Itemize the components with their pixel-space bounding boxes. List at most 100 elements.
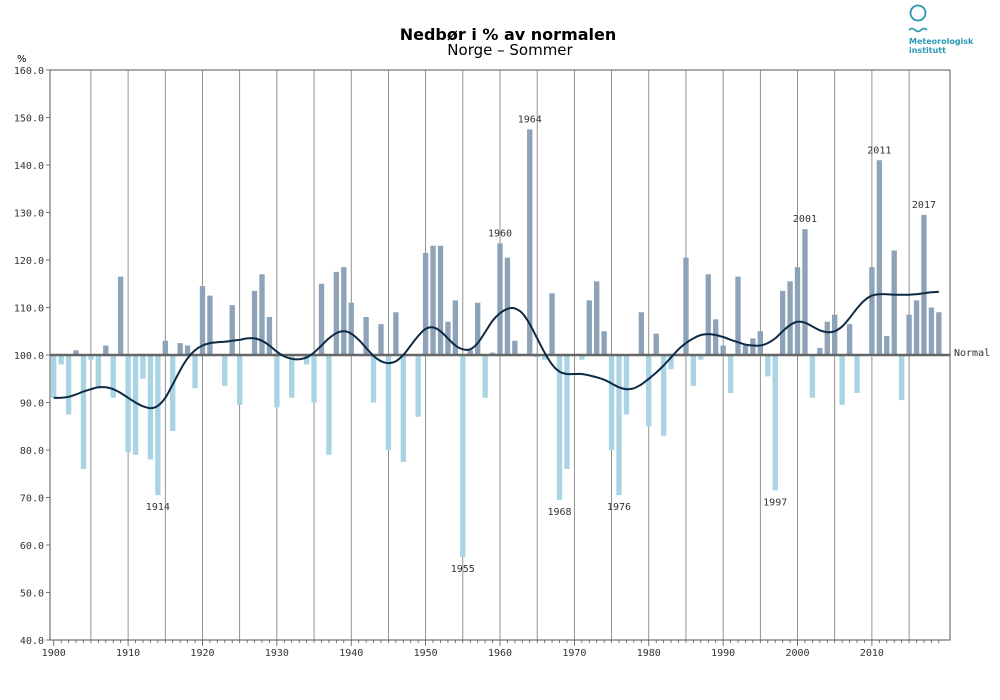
y-tick-label: 70.0 [20,494,44,505]
bar-1983 [668,355,674,370]
bar-1916 [170,355,176,431]
bar-2018 [928,307,935,355]
bar-1901 [58,355,64,365]
trend-line [53,290,939,410]
y-tick-label: 50.0 [20,589,44,600]
bar-1995 [757,331,764,355]
bar-1966 [541,355,548,360]
x-tick-label: 1960 [488,648,512,659]
bar-1945 [385,355,392,450]
bar-1930 [274,355,280,408]
y-tick-label: 160.0 [14,66,44,77]
bar-2007 [846,324,853,355]
bar-1946 [393,312,399,355]
bar-1956 [467,350,473,355]
bar-1950 [422,252,429,355]
y-axis-ticks: 40.0 50.0 60.0 70.0 80.0 90.0 100.0 110.0 120.0 1… [14,66,50,647]
bar-1912 [140,355,146,379]
bar-1939 [341,267,347,355]
bar-1938 [333,271,340,355]
logo-wave-icon [908,27,928,33]
chart-subtitle: Norge – Sommer [447,41,573,59]
bar-1942 [363,317,369,355]
bar-1905 [88,355,94,360]
x-tick-label: 1930 [265,648,289,659]
bar-1991 [727,355,734,393]
logo-circle-icon [909,4,927,22]
bar-1988 [705,274,711,355]
met-logo: Meteorologisk institutt [908,4,974,55]
bar-1907 [103,345,109,355]
bar-1951 [430,245,436,355]
y-tick-label: 110.0 [14,304,44,315]
bar-1975 [608,355,615,450]
bar-2014 [898,355,905,401]
bar-1943 [370,355,377,403]
bar-1972 [586,300,592,355]
x-tick-label: 1900 [42,648,66,659]
bar-1973 [594,281,600,355]
bar-1967 [549,293,555,355]
bar-1992 [735,276,741,355]
y-tick-label: 90.0 [20,399,44,410]
bar-1919 [192,355,198,389]
bar-1917 [177,343,183,355]
x-tick-label: 1950 [414,648,438,659]
annotation-2017: 2017 [912,200,936,211]
bar-1996 [765,355,771,377]
bar-1947 [400,355,406,462]
x-tick-label: 1940 [339,648,363,659]
annotation-1914: 1914 [146,502,170,513]
bar-2001 [802,229,808,355]
bar-2017 [921,214,927,355]
annotation-1960: 1960 [488,228,512,239]
bar-1900 [51,355,57,398]
y-tick-label: 130.0 [14,209,44,220]
y-tick-label: 120.0 [14,256,44,267]
x-tick-label: 1910 [116,648,140,659]
bar-1979 [638,312,644,355]
bar-1997 [772,355,778,491]
bar-1985 [683,257,689,355]
bar-2002 [809,355,816,398]
y-tick-label: 100.0 [14,351,44,362]
logo-line2: institutt [909,46,946,55]
bar-2015 [906,314,912,355]
bar-1915 [162,340,168,355]
annotation-1976: 1976 [607,502,631,513]
bar-2013 [891,250,897,355]
x-axis-ticks: 1900 1910 1920 1930 1940 1950 1960 1970 1980 1990… [42,640,940,659]
bar-1911 [132,355,139,455]
bar-2010 [869,267,875,355]
annotation-1955: 1955 [451,564,475,575]
bar-1976 [616,355,622,496]
bar-1928 [259,274,265,355]
x-tick-label: 1920 [190,648,214,659]
normal-label: Normal [954,348,990,359]
bar-1936 [318,283,325,355]
bar-1964 [527,129,533,355]
bar-1989 [713,319,719,355]
bar-1998 [779,290,786,355]
bar-1940 [348,302,354,355]
bar-1903 [73,350,79,355]
bar-series [51,129,942,557]
annotation-1964: 1964 [518,114,542,125]
bar-1968 [556,355,563,500]
bar-1982 [660,355,667,436]
bar-1944 [378,324,384,355]
bar-2011 [876,160,883,355]
bar-1918 [184,345,191,355]
bar-1986 [690,355,697,386]
bar-2012 [884,336,890,355]
bar-1952 [437,245,444,355]
y-tick-label: 60.0 [20,541,44,552]
bar-1906 [95,355,102,389]
annotation-2011: 2011 [867,145,891,156]
bar-1962 [512,340,518,355]
bar-1929 [266,317,273,355]
bar-1910 [125,355,131,453]
bar-1961 [504,257,511,355]
bar-1937 [326,355,332,455]
